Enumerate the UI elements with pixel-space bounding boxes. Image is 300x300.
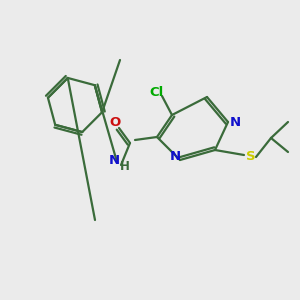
Text: H: H (120, 160, 130, 173)
Text: N: N (230, 116, 241, 130)
Text: Cl: Cl (149, 85, 163, 98)
Text: N: N (169, 149, 181, 163)
Text: O: O (110, 116, 121, 128)
Text: S: S (246, 151, 256, 164)
Text: N: N (108, 154, 120, 166)
